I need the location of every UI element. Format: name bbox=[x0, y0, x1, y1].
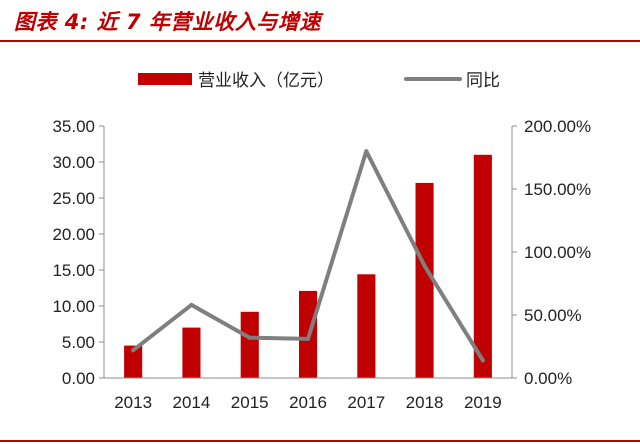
right-tick-label: 150.00% bbox=[524, 180, 591, 199]
bar-2018 bbox=[415, 182, 434, 378]
left-tick-label: 10.00 bbox=[52, 297, 95, 316]
growth-point-2017 bbox=[364, 149, 369, 154]
left-tick-label: 5.00 bbox=[62, 333, 95, 352]
bar-2013 bbox=[124, 345, 143, 378]
growth-point-2014 bbox=[189, 302, 194, 307]
left-tick-label: 30.00 bbox=[52, 153, 95, 172]
left-tick-label: 25.00 bbox=[52, 189, 95, 208]
bar-2019 bbox=[473, 154, 492, 378]
right-tick-label: 100.00% bbox=[524, 243, 591, 262]
legend-bar-label: 营业收入（亿元） bbox=[198, 71, 334, 91]
x-tick-label: 2019 bbox=[464, 393, 502, 412]
legend-line-label: 同比 bbox=[466, 71, 500, 91]
x-tick-label: 2014 bbox=[173, 393, 211, 412]
growth-point-2015 bbox=[247, 335, 252, 340]
x-tick-label: 2018 bbox=[406, 393, 444, 412]
growth-point-2018 bbox=[422, 263, 427, 268]
x-tick-label: 2017 bbox=[347, 393, 385, 412]
bottom-divider bbox=[0, 440, 640, 442]
x-tick-label: 2015 bbox=[231, 393, 269, 412]
growth-point-2016 bbox=[306, 336, 310, 341]
bar-2014 bbox=[182, 327, 201, 378]
growth-point-2013 bbox=[131, 348, 136, 353]
growth-point-2019 bbox=[480, 358, 485, 363]
bar-2017 bbox=[357, 274, 376, 378]
title-divider bbox=[0, 40, 640, 42]
left-tick-label: 35.00 bbox=[52, 117, 95, 136]
left-tick-label: 20.00 bbox=[52, 225, 95, 244]
x-tick-label: 2013 bbox=[114, 393, 152, 412]
bar-2015 bbox=[240, 311, 259, 378]
right-tick-label: 200.00% bbox=[524, 117, 591, 136]
left-tick-label: 15.00 bbox=[52, 261, 95, 280]
legend-bar-swatch bbox=[138, 73, 192, 85]
x-tick-label: 2016 bbox=[289, 393, 327, 412]
figure-title: 图表 4: 近 7 年营业收入与增速 bbox=[14, 10, 321, 34]
right-tick-label: 50.00% bbox=[524, 306, 582, 325]
left-tick-label: 0.00 bbox=[62, 369, 95, 388]
right-tick-label: 0.00% bbox=[524, 369, 572, 388]
